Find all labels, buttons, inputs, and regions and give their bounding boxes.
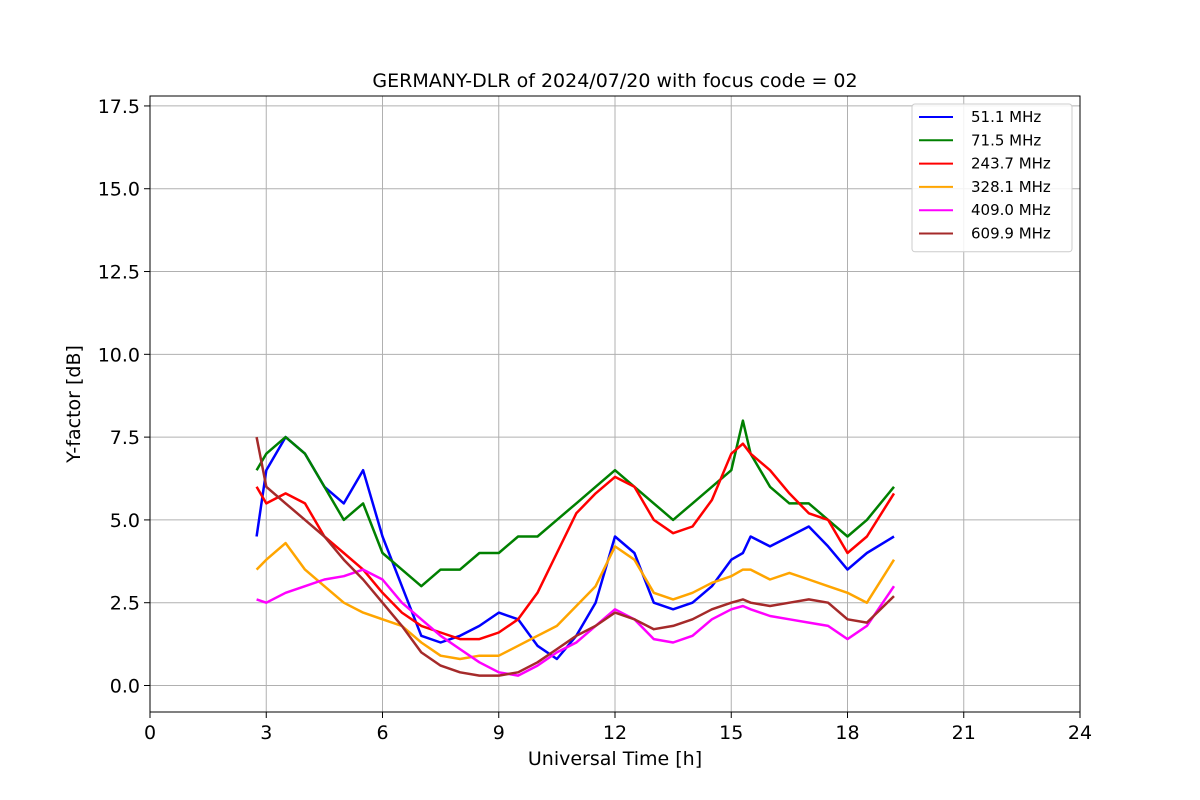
x-tick-label: 9 — [493, 722, 505, 744]
y-ticks: 0.0 2.5 5.0 7.5 10.0 12.5 15.0 17.5 — [98, 96, 150, 698]
series-line-609-9-mhz — [255, 436, 895, 677]
x-tick-label: 21 — [952, 722, 976, 744]
y-axis-label: Y-factor [dB] — [63, 345, 85, 464]
x-tick-label: 0 — [144, 722, 156, 744]
series-layer — [255, 419, 896, 677]
y-tick-label: 5.0 — [110, 510, 140, 532]
x-ticks: 0 3 6 9 12 15 18 21 24 — [144, 712, 1092, 744]
series-line-243-7-mhz — [255, 442, 896, 641]
y-tick-label: 10.0 — [98, 344, 140, 366]
series-line-51-1-mhz — [255, 435, 895, 661]
legend: 51.1 MHz 71.5 MHz 243.7 MHz 328.1 MHz 409.0… — [911, 103, 1073, 253]
legend-label: 51.1 MHz — [971, 108, 1041, 126]
chart-title: GERMANY-DLR of 2024/07/20 with focus cod… — [372, 70, 857, 92]
y-tick-label: 17.5 — [98, 96, 140, 118]
series-line-71-5-mhz — [255, 419, 895, 588]
x-tick-label: 15 — [719, 722, 743, 744]
y-tick-label: 0.0 — [110, 676, 140, 698]
legend-label: 609.9 MHz — [971, 225, 1051, 243]
y-tick-label: 15.0 — [98, 179, 140, 201]
x-tick-label: 24 — [1068, 722, 1092, 744]
legend-label: 409.0 MHz — [971, 201, 1051, 219]
legend-label: 243.7 MHz — [971, 155, 1051, 173]
legend-label: 71.5 MHz — [971, 131, 1041, 149]
x-axis-label: Universal Time [h] — [528, 748, 702, 770]
x-tick-label: 18 — [835, 722, 859, 744]
x-tick-label: 12 — [603, 722, 627, 744]
y-tick-label: 2.5 — [110, 593, 140, 615]
series-line-328-1-mhz — [255, 541, 896, 661]
legend-label: 328.1 MHz — [971, 178, 1051, 196]
y-tick-label: 7.5 — [110, 427, 140, 449]
series-line-409-0-mhz — [256, 568, 896, 677]
x-tick-label: 3 — [260, 722, 272, 744]
y-tick-label: 12.5 — [98, 262, 140, 284]
x-tick-label: 6 — [376, 722, 388, 744]
